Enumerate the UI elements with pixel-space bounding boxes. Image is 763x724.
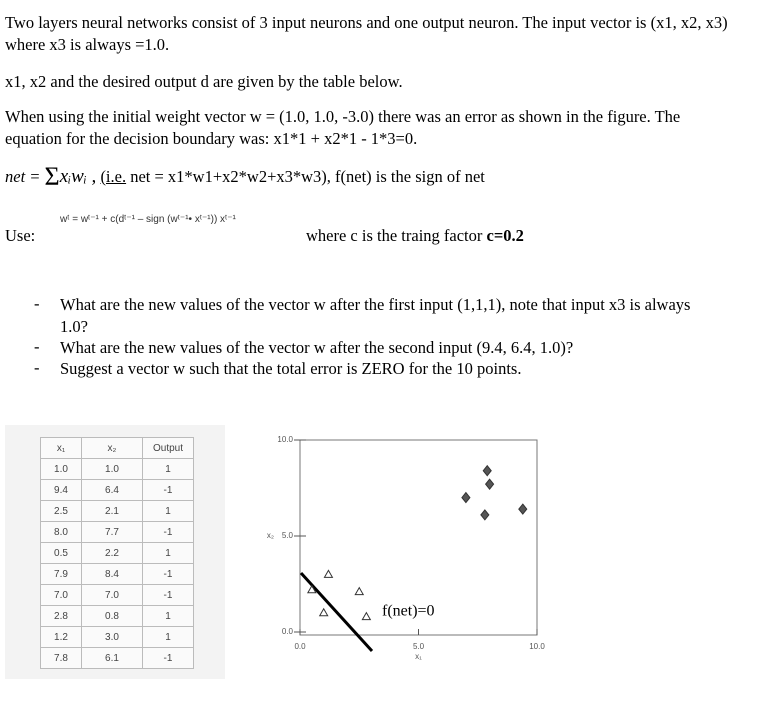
table-cell: 2.1 — [81, 500, 143, 522]
table-row: 2.5 2.1 1 — [40, 500, 194, 522]
table-cell: 9.4 — [40, 479, 82, 501]
x-tick-label: 10.0 — [529, 642, 545, 651]
table-cell: -1 — [142, 584, 194, 606]
table-cell: 6.1 — [81, 647, 143, 669]
bullet: What are the new values of the vector w … — [60, 295, 691, 336]
table-cell: 1 — [142, 605, 194, 627]
table-cell: -1 — [142, 479, 194, 501]
table-cell: 0.5 — [40, 542, 82, 564]
dash: - — [34, 337, 40, 356]
table-cell: 3.0 — [81, 626, 143, 648]
y-tick-label: 10.0 — [277, 435, 293, 444]
update-formula: wᵗ = wᵗ⁻¹ + c(dᵗ⁻¹ – sign (wᵗ⁻¹• xᵗ⁻¹)) … — [60, 214, 236, 225]
table-row: 8.0 7.7 -1 — [40, 521, 194, 543]
sum-sign: Σ — [44, 162, 60, 191]
table-cell: 7.0 — [40, 584, 82, 606]
triangle-point — [306, 584, 317, 594]
table-row: 7.0 7.0 -1 — [40, 584, 194, 606]
x-tick-label: 0.0 — [294, 642, 306, 651]
table-row: 1.2 3.0 1 — [40, 626, 194, 648]
table-cell: 1 — [142, 458, 194, 480]
triangle-point — [354, 586, 365, 596]
table-cell: 2.8 — [40, 605, 82, 627]
table-cell: 1 — [142, 542, 194, 564]
y-tick-label: 0.0 — [282, 627, 294, 636]
use-text: where c is the traing factor c=0.2 — [306, 225, 524, 247]
table-cell: 1 — [142, 500, 194, 522]
bold: c=0.2 — [486, 226, 524, 245]
table-cell: 7.0 — [81, 584, 143, 606]
y-axis-label: x₂ — [267, 531, 274, 540]
triangle-point — [318, 607, 329, 617]
table-cell: 1 — [142, 626, 194, 648]
paragraph: x1, x2 and the desired output d are give… — [5, 72, 403, 91]
diamond-point — [461, 491, 471, 504]
table-cell: 1.0 — [40, 458, 82, 480]
plot: f(net)=0 0.0 5.0 10.0 0.0 5.0 10.0 x₁ x₂ — [258, 425, 757, 679]
table-image: x₁ x₂ Output 1.0 1.0 1 9.4 6.4 -1 2.5 2.1 1 8.0 7.7 -1… — [5, 425, 225, 679]
ie: (i.e. — [100, 167, 127, 186]
table-row: 7.8 6.1 -1 — [40, 647, 194, 669]
table-cell: -1 — [142, 647, 194, 669]
table-cell: 8.0 — [40, 521, 82, 543]
net-lhs: net = — [5, 167, 41, 186]
triangle-point — [361, 611, 372, 621]
decision-boundary — [299, 571, 374, 653]
table-cell: 2.5 — [40, 500, 82, 522]
table-cell: 0.8 — [81, 605, 143, 627]
table-row: 0.5 2.2 1 — [40, 542, 194, 564]
table: x₁ x₂ Output 1.0 1.0 1 9.4 6.4 -1 2.5 2.1 1 8.0 7.7 -1… — [40, 437, 194, 669]
table-cell: 8.4 — [81, 563, 143, 585]
table-row: 7.9 8.4 -1 — [40, 563, 194, 585]
x-axis-label: x₁ — [415, 652, 422, 661]
table-cell: 1.0 — [81, 458, 143, 480]
table-cell: 6.4 — [81, 479, 143, 501]
annotation: f(net)=0 — [382, 603, 435, 620]
bullet: What are the new values of the vector w … — [60, 338, 574, 357]
paragraph: When using the initial weight vector w =… — [5, 107, 681, 148]
table-cell: 7.7 — [81, 521, 143, 543]
table-row: 1.0 1.0 1 — [40, 458, 194, 480]
table-cell: 1.2 — [40, 626, 82, 648]
y-tick-label: 5.0 — [282, 531, 294, 540]
table-cell: -1 — [142, 563, 194, 585]
net-text: net = x1*w1+x2*w2+x3*w3), f(net) is the … — [130, 167, 485, 186]
table-row: 9.4 6.4 -1 — [40, 479, 194, 501]
diamond-point — [482, 464, 492, 477]
table-row: 2.8 0.8 1 — [40, 605, 194, 627]
table-header: x₁ — [40, 437, 82, 459]
table-cell: -1 — [142, 521, 194, 543]
use-label: Use: — [5, 226, 36, 245]
table-header: Output — [142, 437, 194, 459]
diamond-point — [484, 478, 495, 490]
plot-bg — [258, 425, 757, 679]
text: where c is the traing factor — [306, 226, 483, 245]
bullet: Suggest a vector w such that the total e… — [60, 359, 522, 378]
table-cell: 7.8 — [40, 647, 82, 669]
table-cell: 7.9 — [40, 563, 82, 585]
dash: - — [34, 294, 40, 313]
diamond-point — [480, 509, 490, 521]
x-tick-label: 5.0 — [413, 642, 425, 651]
table-header: x₂ — [81, 437, 143, 459]
dash: - — [34, 358, 40, 377]
paragraph: Two layers neural networks consist of 3 … — [5, 13, 728, 54]
triangle-point — [323, 569, 334, 578]
terms: xᵢwᵢ , — [59, 166, 97, 187]
diamond-point — [518, 503, 528, 515]
table-cell: 2.2 — [81, 542, 143, 564]
net-line: net = Σxᵢwᵢ , (i.e. net = x1*w1+x2*w2+x3… — [5, 164, 735, 190]
